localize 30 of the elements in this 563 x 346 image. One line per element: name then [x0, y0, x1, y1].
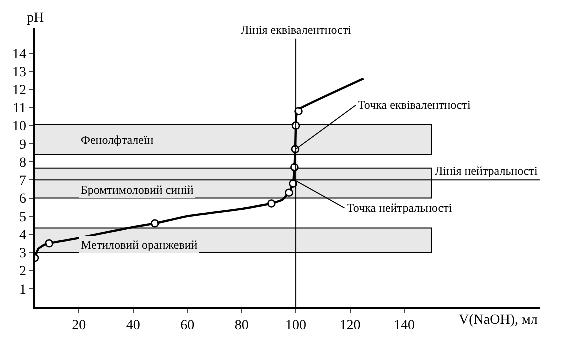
ref-line-label: Лінія еквівалентності: [241, 23, 352, 37]
y-tick-label: 8: [19, 156, 26, 171]
y-tick-label: 4: [19, 228, 26, 244]
x-tick-label: 80: [234, 318, 249, 334]
x-tick-label: 60: [180, 318, 195, 334]
y-tick-label: 12: [12, 84, 26, 98]
y-tick-label: 11: [12, 102, 26, 117]
y-tick-label: 5: [19, 210, 26, 226]
annotation: Точка нейтральності: [347, 201, 453, 215]
y-axis-title: pH: [27, 11, 44, 26]
y-tick-label: 13: [12, 65, 26, 80]
x-tick-label: 140: [394, 318, 415, 334]
band-label: Бромтимоловий синій: [81, 183, 194, 197]
band-label: Фенолфталеїн: [81, 133, 154, 147]
y-tick-label: 9: [19, 138, 26, 153]
y-tick-label: 3: [19, 246, 26, 262]
band-label: Метиловий оранжевий: [81, 238, 198, 252]
x-tick-label: 40: [126, 318, 140, 334]
x-tick-label: 120: [340, 318, 361, 334]
x-tick-label: 100: [286, 318, 307, 334]
x-axis-title: V(NaOH), мл: [459, 313, 538, 328]
y-tick-label: 7: [19, 174, 26, 190]
y-tick-label: 1: [19, 282, 26, 298]
annotation: Точка еквівалентності: [358, 98, 472, 112]
y-tick-label: 2: [19, 264, 26, 280]
y-tick-label: 10: [12, 120, 26, 135]
x-tick-label: 20: [72, 318, 86, 334]
y-tick-label: 6: [19, 192, 26, 208]
y-tick-label: 14: [12, 47, 26, 62]
ref-line-label: Лінія нейтральності: [435, 164, 538, 178]
